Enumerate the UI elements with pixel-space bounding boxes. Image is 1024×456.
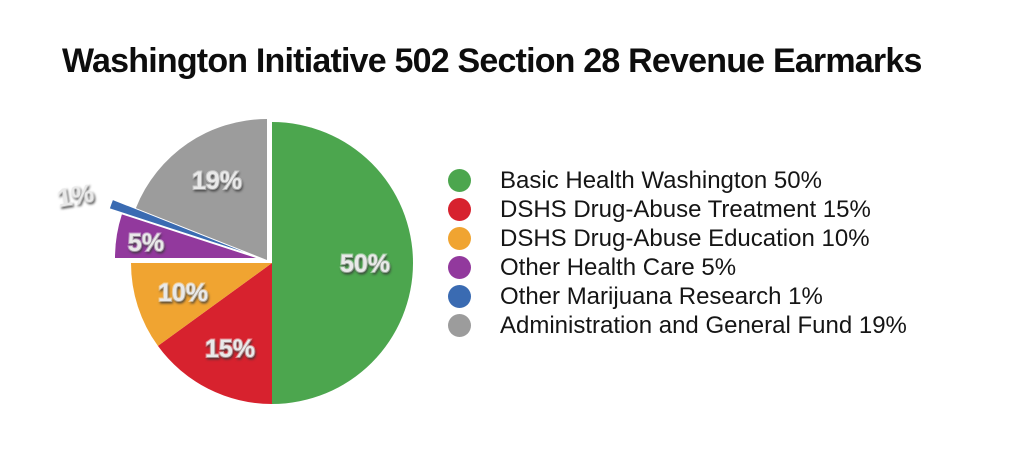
pie-label-dshs-drug-abuse-treatment: 15%: [205, 335, 255, 363]
pie-label-dshs-drug-abuse-education: 10%: [158, 279, 208, 307]
legend: Basic Health Washington 50% DSHS Drug-Abu…: [448, 166, 907, 340]
pie-slice-administration-general-fund: [135, 119, 267, 260]
pie-label-other-marijuana-research: 1%: [56, 179, 96, 212]
legend-dot-basic-health-washington: [448, 169, 471, 192]
legend-label-dshs-drug-abuse-treatment: DSHS Drug-Abuse Treatment 15%: [500, 196, 871, 223]
pie-label-basic-health-washington: 50%: [340, 250, 390, 278]
legend-item-dshs-drug-abuse-education: DSHS Drug-Abuse Education 10%: [448, 224, 907, 253]
legend-item-other-marijuana-research: Other Marijuana Research 1%: [448, 282, 907, 311]
legend-label-dshs-drug-abuse-education: DSHS Drug-Abuse Education 10%: [500, 225, 870, 252]
pie-slice-dshs-drug-abuse-education: [130, 263, 272, 346]
chart-title: Washington Initiative 502 Section 28 Rev…: [62, 42, 922, 80]
pie-slice-other-health-care: [115, 214, 256, 258]
legend-label-other-marijuana-research: Other Marijuana Research 1%: [500, 283, 823, 310]
legend-item-dshs-drug-abuse-treatment: DSHS Drug-Abuse Treatment 15%: [448, 195, 907, 224]
pie-slice-dshs-drug-abuse-treatment: [157, 263, 272, 404]
legend-item-other-health-care: Other Health Care 5%: [448, 253, 907, 282]
legend-label-other-health-care: Other Health Care 5%: [500, 254, 737, 281]
legend-dot-administration-general-fund: [448, 314, 471, 337]
legend-dot-other-marijuana-research: [448, 285, 471, 308]
legend-dot-dshs-drug-abuse-treatment: [448, 198, 471, 221]
pie-label-administration-general-fund: 19%: [192, 167, 242, 195]
pie-label-other-health-care: 5%: [128, 229, 164, 257]
legend-dot-other-health-care: [448, 256, 471, 279]
legend-item-administration-general-fund: Administration and General Fund 19%: [448, 311, 907, 340]
legend-dot-dshs-drug-abuse-education: [448, 227, 471, 250]
legend-label-basic-health-washington: Basic Health Washington 50%: [500, 167, 822, 194]
legend-item-basic-health-washington: Basic Health Washington 50%: [448, 166, 907, 195]
pie-slice-other-marijuana-research: [109, 200, 245, 252]
pie-slice-basic-health-washington: [272, 122, 413, 404]
legend-label-administration-general-fund: Administration and General Fund 19%: [500, 312, 907, 339]
